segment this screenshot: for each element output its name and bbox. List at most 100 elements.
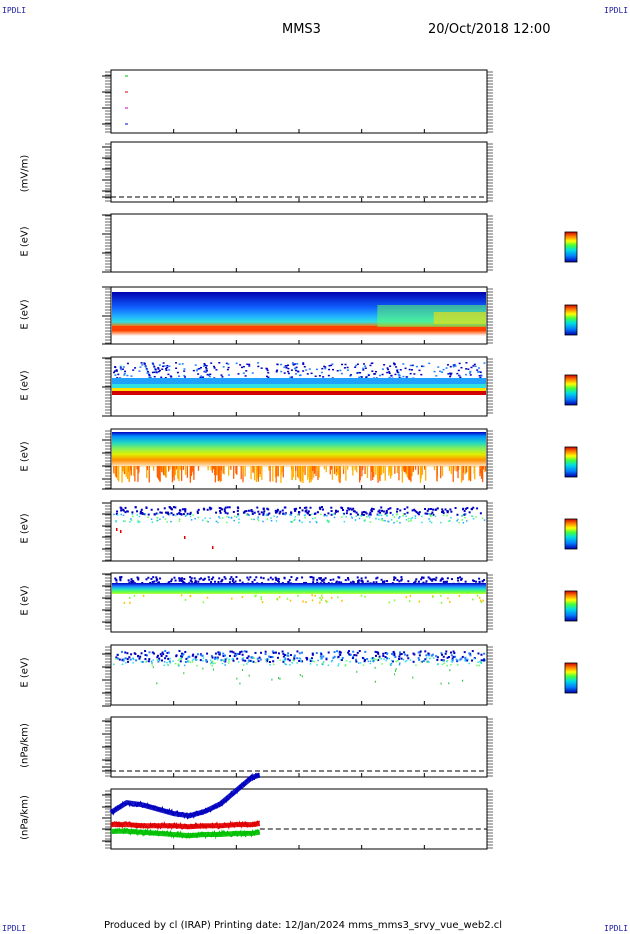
hpca-he-point (137, 521, 139, 523)
hpca-h-spike (484, 466, 487, 472)
hpca-o-point (384, 651, 387, 654)
feepsi-point (378, 374, 381, 377)
hpca-hepp-point (418, 600, 421, 603)
hpca-h-spike (403, 466, 406, 473)
hpca-o-point (383, 658, 385, 660)
feepsi-point (387, 368, 390, 371)
hpca-o-point (358, 650, 361, 653)
feepsi-point (205, 370, 208, 372)
hpca-hepp-point (167, 581, 170, 584)
hpca-he-point (218, 506, 221, 509)
hpca-hepp-point (206, 596, 209, 599)
hpca-hepp-point (189, 579, 192, 582)
hpca-he-point (370, 507, 373, 510)
hpca-he-point (115, 520, 117, 522)
feepsi-point (235, 362, 238, 365)
feepsi-point (421, 365, 424, 368)
hpca-o-point (161, 659, 164, 662)
feepsi-point (363, 363, 366, 365)
hpca-h-spike (410, 466, 412, 482)
hpca-he-point (377, 510, 380, 513)
hpca-o-point (246, 656, 249, 659)
hpca-h-spike (313, 466, 315, 478)
hpca-hepp-point (202, 601, 205, 604)
feepsi-point (244, 375, 247, 377)
hpca-he-point (315, 521, 318, 524)
hpca-o-point (298, 657, 301, 659)
feepsi-point (396, 369, 399, 371)
hpca-hepp-point (247, 578, 250, 581)
hpca-hepp-point (415, 578, 418, 581)
hpca-he-point (392, 514, 394, 516)
hpca-h-spike (126, 466, 129, 480)
hpca-hepp-point (450, 578, 453, 581)
hpca-he-point (442, 511, 445, 514)
hpca-o-point (247, 661, 250, 663)
feepsi-point (287, 370, 290, 373)
hpca-hepp-point (312, 576, 315, 579)
hpca-o-point (162, 653, 165, 656)
hpca-o-point (269, 656, 272, 659)
divpi-series-noise (110, 820, 261, 831)
hpca-o-point (216, 656, 219, 659)
hpca-h-spike (481, 466, 484, 483)
hpca-o-point (166, 651, 169, 654)
hpca-he-point (446, 510, 449, 513)
hpca-hepp-point (228, 581, 231, 584)
hpca-o-point (115, 656, 118, 659)
hpca-he-point (167, 513, 170, 516)
hpca-he-point (124, 506, 127, 509)
hpca-h-spike (343, 466, 345, 470)
hpca-o-point (433, 657, 435, 659)
hpca-o-point (183, 664, 186, 667)
hpca-hepp-point (305, 601, 307, 604)
hpca-h-spike (228, 466, 230, 476)
hpca-h-spike (214, 466, 216, 476)
hpca-he-point (157, 508, 160, 511)
hpca-o-point (300, 660, 302, 663)
hpca-he-point (262, 513, 265, 516)
feepsi-point (389, 365, 392, 367)
hpca-he-point (444, 508, 447, 511)
hpca-he-point (424, 512, 427, 515)
feepsi-point (215, 369, 218, 371)
feepsi-point (328, 364, 331, 367)
feepse-colorbar (564, 304, 578, 336)
hpca-o-point (164, 650, 167, 653)
hpca-h-spike (134, 466, 136, 482)
feepsi-point (161, 368, 164, 371)
hpca-he-point (228, 506, 231, 509)
hpca-hepp-point (230, 576, 233, 579)
hpca-he-point (308, 513, 311, 516)
hpca-he-point (359, 514, 362, 517)
hpca-o-point (224, 664, 226, 666)
corner-bl-label: IPDLI (2, 924, 27, 933)
feepsi-point (367, 374, 370, 377)
hpca-hepp-point (433, 578, 436, 581)
hpca-o-point (247, 655, 250, 658)
hpca-hepp-point (200, 577, 203, 580)
hpca-o-point (448, 682, 450, 685)
hpca-o-point (306, 658, 309, 661)
hpca-o-point (244, 659, 247, 662)
hpca-hepp-point (440, 601, 443, 604)
hpca-o-point (177, 659, 180, 662)
hpca-he-point (363, 520, 366, 522)
hpca-hepp-point (278, 596, 281, 599)
hpca-he-point (333, 513, 335, 515)
hpca-o-point (466, 658, 469, 661)
hpca-o-point (321, 663, 324, 665)
hpca-o-point (213, 657, 216, 660)
feepsi-point (336, 370, 339, 372)
hpca-o-point (337, 663, 340, 665)
hpca-o-point (355, 660, 358, 663)
hpca-o-point (369, 662, 372, 665)
hpca-he-point (314, 517, 316, 519)
hpca-he-point (313, 512, 316, 515)
feepsi-point (340, 372, 343, 375)
hpca-hepp-point (413, 581, 416, 584)
hpca-o-point (282, 655, 285, 658)
hpca-hepp-point (221, 579, 224, 582)
hpca-hepp-point (155, 579, 158, 582)
hpca-he-point (395, 513, 398, 515)
